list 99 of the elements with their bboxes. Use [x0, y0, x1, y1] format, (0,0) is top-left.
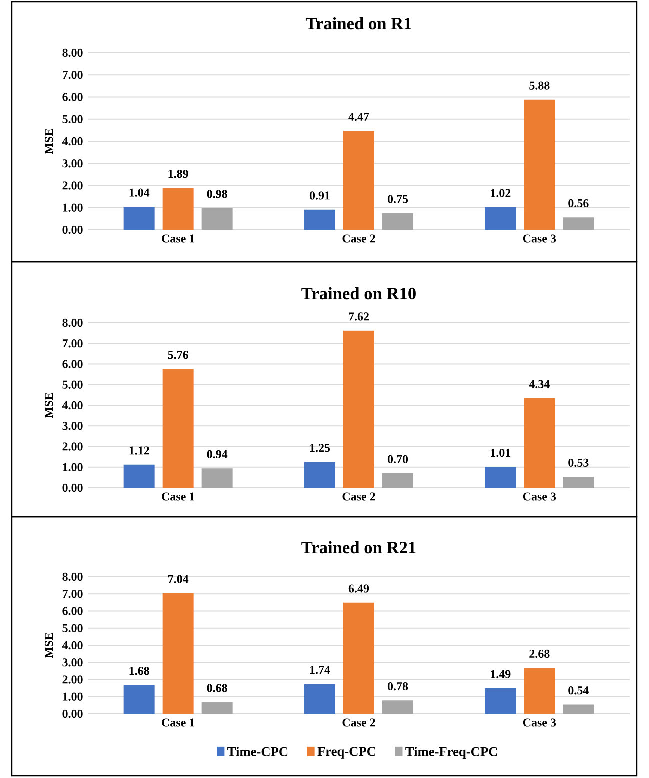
y-tick-label: 7.00	[62, 590, 83, 598]
y-tick-label: 5.00	[62, 115, 83, 124]
data-label: 6.49	[348, 584, 370, 593]
y-tick-label: 5.00	[62, 624, 83, 632]
data-label: 1.89	[168, 170, 188, 178]
y-tick-label: 4.00	[62, 137, 83, 146]
bar	[343, 330, 374, 488]
legend-label: Freq-CPC	[318, 747, 376, 759]
y-tick-label: 0.00	[62, 710, 83, 718]
data-label: 1.25	[310, 444, 330, 452]
bar	[202, 208, 233, 230]
y-tick-label: 3.00	[62, 160, 83, 168]
bar	[563, 218, 594, 230]
data-label: 7.62	[349, 312, 369, 321]
bar	[162, 188, 194, 230]
data-label: 0.75	[388, 195, 408, 204]
data-label: 0.54	[568, 686, 589, 695]
y-tick-label: 8.00	[62, 48, 83, 58]
data-label: 0.78	[388, 682, 408, 691]
bar	[524, 668, 556, 714]
data-label: 0.56	[568, 199, 589, 208]
bar	[382, 213, 414, 230]
x-tick-label: Case 1	[162, 234, 195, 243]
bar	[124, 206, 155, 230]
data-label: 7.04	[168, 575, 189, 584]
bar	[524, 398, 556, 488]
bar	[485, 207, 516, 230]
y-tick-label: 0.00	[62, 484, 83, 492]
data-label: 0.53	[568, 458, 589, 468]
y-tick-label: 5.00	[62, 380, 83, 389]
y-axis-title: MSE	[45, 129, 54, 154]
y-tick-label: 1.00	[63, 204, 83, 212]
y-tick-label: 3.00	[62, 422, 83, 430]
bar	[162, 593, 194, 714]
y-tick-label: 0.00	[62, 226, 83, 234]
data-label: 0.68	[207, 684, 228, 692]
x-tick-label: Case 2	[342, 718, 376, 727]
data-label: 1.74	[310, 666, 330, 674]
data-label: 2.68	[530, 650, 550, 658]
y-tick-label: 7.00	[62, 71, 83, 80]
x-tick-label: Case 1	[162, 718, 195, 727]
x-tick-label: Case 3	[523, 234, 556, 243]
chart-title: Trained on R21	[302, 541, 416, 554]
data-label: 1.68	[130, 667, 150, 676]
data-label: 0.91	[310, 192, 330, 200]
y-tick-label: 2.00	[62, 182, 83, 190]
data-label: 4.47	[348, 112, 370, 122]
y-axis-title: MSE	[45, 393, 54, 418]
data-label: 4.34	[529, 380, 550, 388]
y-tick-label: 6.00	[62, 93, 83, 102]
legend-label: Time-CPC	[228, 746, 288, 756]
bar	[304, 684, 336, 714]
data-label: 1.04	[130, 188, 150, 197]
y-tick-label: 4.00	[62, 641, 83, 650]
y-tick-label: 6.00	[62, 360, 83, 368]
data-label: 1.12	[130, 446, 150, 455]
x-tick-label: Case 2	[342, 492, 376, 501]
y-axis-title: MSE	[45, 633, 54, 658]
data-label: 5.88	[530, 82, 550, 90]
bar	[202, 702, 233, 714]
x-tick-label: Case 3	[523, 718, 556, 727]
bar	[485, 467, 516, 488]
y-tick-label: 6.00	[62, 607, 83, 616]
y-tick-label: 2.00	[62, 442, 83, 451]
bar	[124, 464, 155, 488]
y-tick-label: 3.00	[62, 658, 83, 667]
chart-title: Trained on R10	[302, 287, 416, 300]
bar	[202, 468, 233, 488]
data-label: 1.49	[491, 670, 511, 678]
y-tick-label: 4.00	[62, 401, 83, 410]
y-tick-label: 2.00	[62, 676, 83, 684]
y-tick-label: 8.00	[62, 318, 83, 328]
y-tick-label: 1.00	[63, 463, 83, 472]
bar	[162, 369, 194, 488]
data-label: 0.98	[207, 190, 228, 198]
data-label: 0.94	[207, 450, 228, 459]
chart-title: Trained on R1	[306, 17, 412, 30]
bar	[343, 602, 374, 714]
bar	[563, 704, 594, 714]
bar	[524, 100, 556, 230]
bar	[304, 462, 336, 488]
bar	[124, 685, 155, 714]
bar	[382, 700, 414, 714]
y-tick-label: 1.00	[63, 692, 83, 701]
x-tick-label: Case 3	[523, 492, 556, 501]
y-tick-label: 8.00	[62, 572, 83, 582]
bar	[485, 688, 516, 714]
x-tick-label: Case 1	[162, 492, 195, 501]
data-label: 0.70	[388, 455, 408, 464]
legend-label: Time-Freq-CPC	[406, 746, 498, 760]
data-label: 1.02	[491, 189, 511, 198]
data-label: 1.01	[491, 448, 511, 458]
bar	[563, 477, 594, 488]
x-tick-label: Case 2	[342, 234, 376, 243]
data-label: 5.76	[168, 351, 188, 360]
bar	[304, 210, 336, 230]
bar	[343, 131, 374, 230]
y-tick-label: 7.00	[62, 340, 83, 348]
bar	[382, 474, 414, 488]
